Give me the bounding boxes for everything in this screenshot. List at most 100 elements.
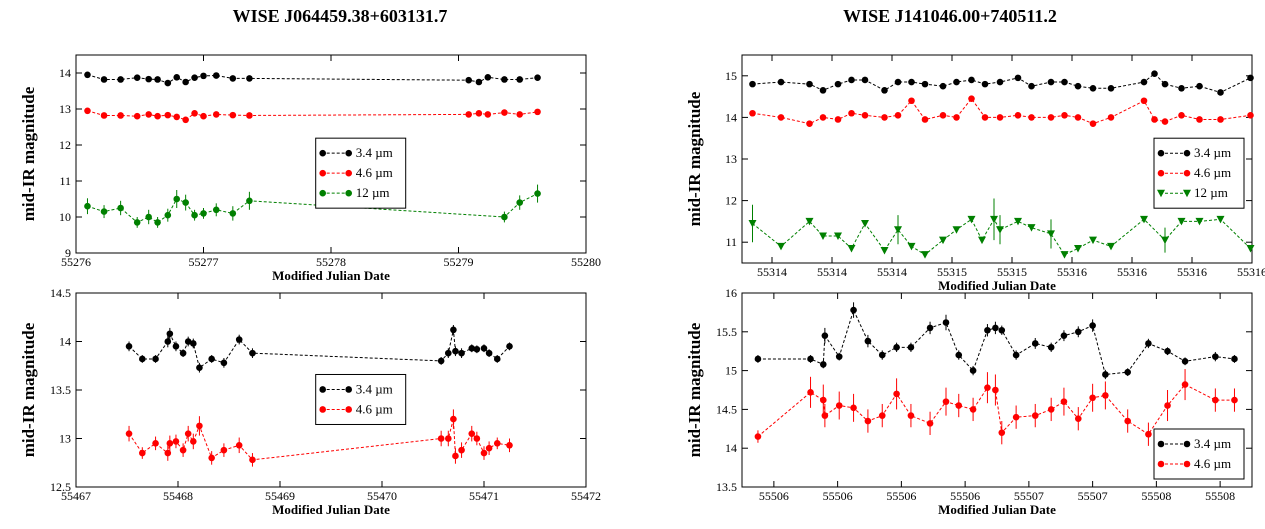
data-point <box>894 112 902 119</box>
data-point <box>246 197 253 205</box>
data-point <box>921 80 929 88</box>
y-tick-label: 14 <box>59 335 71 349</box>
data-point <box>534 108 541 116</box>
data-point <box>807 389 814 396</box>
data-point <box>1212 396 1219 404</box>
data-point <box>191 110 198 117</box>
data-point <box>834 116 842 123</box>
data-point <box>1012 413 1020 421</box>
data-point <box>516 111 523 118</box>
series-12 µm <box>748 198 1255 259</box>
data-point <box>452 347 459 355</box>
data-point <box>984 326 991 334</box>
data-point <box>145 213 152 221</box>
data-point <box>981 80 989 88</box>
data-point <box>229 75 237 82</box>
data-point <box>880 247 889 255</box>
data-point <box>1074 244 1082 253</box>
data-point <box>465 76 473 84</box>
x-tick-label: 55506 <box>950 489 980 503</box>
data-point <box>864 337 872 345</box>
data-point <box>246 75 253 82</box>
data-point <box>235 441 243 449</box>
y-tick-label: 11 <box>725 235 737 249</box>
data-point <box>1231 396 1238 404</box>
legend-marker <box>1157 149 1165 157</box>
data-point <box>1060 251 1069 259</box>
data-point <box>1074 82 1082 90</box>
legend-label: 12 µm <box>1194 185 1228 200</box>
legend-marker <box>319 406 327 413</box>
data-point <box>133 219 141 226</box>
data-point <box>125 430 133 437</box>
data-point <box>139 355 146 363</box>
data-point <box>1089 120 1097 127</box>
data-point <box>200 72 207 80</box>
legend-marker <box>1183 189 1191 198</box>
data-point <box>939 82 947 90</box>
y-tick-label: 12.5 <box>50 480 71 494</box>
data-point <box>166 330 174 338</box>
data-point <box>506 441 513 449</box>
x-tick-label: 55507 <box>1014 489 1044 503</box>
y-tick-label: 13.5 <box>50 383 71 397</box>
data-point <box>1181 357 1189 365</box>
data-point <box>480 449 488 457</box>
legend-marker <box>319 169 327 177</box>
data-point <box>921 251 929 259</box>
x-tick-label: 55316 <box>1117 265 1147 279</box>
series-3.4 µm <box>749 70 1254 96</box>
x-tick-label: 55316 <box>1237 265 1265 279</box>
x-tick-label: 55467 <box>61 489 91 503</box>
data-point <box>1217 116 1224 123</box>
data-point <box>480 344 488 352</box>
x-tick-label: 55314 <box>877 265 907 279</box>
data-point <box>1031 340 1039 347</box>
data-point <box>133 74 141 81</box>
data-point <box>1107 242 1115 251</box>
data-point <box>984 384 991 391</box>
data-point <box>501 109 508 116</box>
data-point <box>821 412 829 419</box>
legend-label: 3.4 µm <box>1194 436 1231 451</box>
data-point <box>200 210 207 217</box>
data-point <box>1074 328 1082 336</box>
data-point <box>133 112 141 120</box>
data-point <box>953 114 960 121</box>
legend-marker <box>319 149 327 157</box>
y-tick-label: 13 <box>59 432 71 446</box>
data-point <box>835 353 843 360</box>
data-point <box>172 343 180 350</box>
data-point <box>861 112 869 119</box>
legend: 3.4 µm 4.6 µm 12 µm <box>1153 137 1245 209</box>
data-point <box>1181 381 1189 388</box>
data-point <box>1145 430 1152 438</box>
legend-label: 12 µm <box>356 185 390 200</box>
series-line <box>757 308 1235 376</box>
data-point <box>1014 217 1022 226</box>
data-point <box>246 112 253 119</box>
data-point <box>878 412 886 419</box>
legend-marker <box>319 189 327 197</box>
x-tick-label: 55506 <box>823 489 853 503</box>
data-point <box>229 210 237 217</box>
data-point <box>191 211 198 219</box>
data-point <box>1047 344 1055 351</box>
data-point <box>182 78 189 86</box>
data-point <box>437 435 445 442</box>
data-point <box>501 213 508 221</box>
data-point <box>834 232 842 240</box>
data-point <box>754 433 762 440</box>
data-point <box>1145 340 1152 347</box>
data-point <box>907 412 915 419</box>
y-tick-label: 13 <box>725 152 737 166</box>
legend-marker <box>1183 149 1191 157</box>
data-point <box>1031 412 1039 419</box>
data-point <box>1161 80 1169 88</box>
data-point <box>184 338 192 345</box>
data-point <box>179 446 187 454</box>
y-axis-label: mid-IR magnitude <box>685 322 704 457</box>
data-point <box>861 219 869 228</box>
data-point <box>1047 230 1055 238</box>
